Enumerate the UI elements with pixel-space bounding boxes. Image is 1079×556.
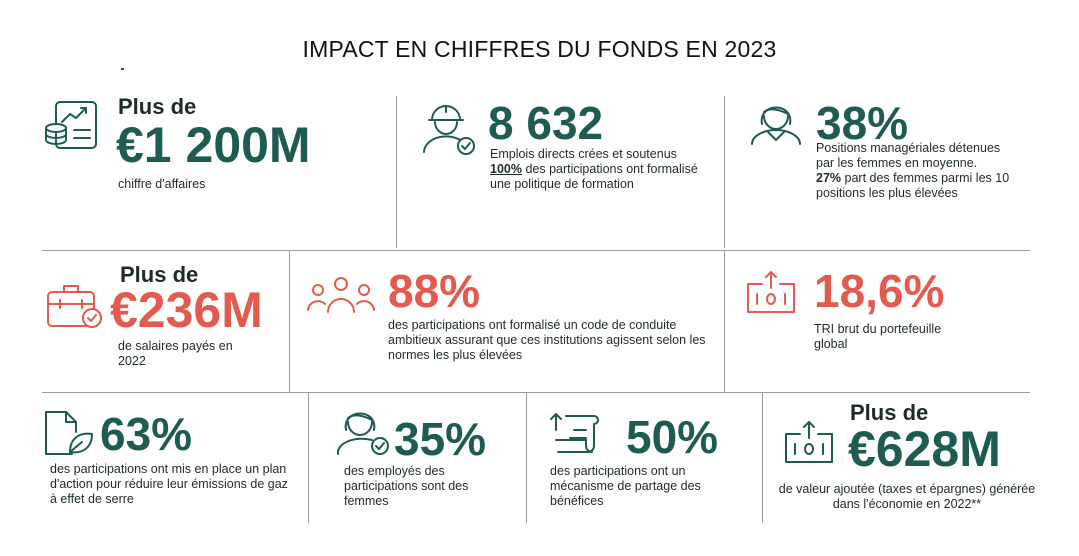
revenue-desc: chiffre d'affaires xyxy=(118,177,206,191)
profit-sharing-value: 50% xyxy=(626,411,719,463)
divider-v-4 xyxy=(724,251,725,392)
revenue-chart-icon xyxy=(45,101,97,149)
divider-h-2 xyxy=(42,392,1030,393)
salaries-prefix: Plus de xyxy=(120,262,199,287)
money-upload-icon xyxy=(747,271,795,313)
divider-h-1 xyxy=(42,250,1030,251)
worker-helmet-icon xyxy=(423,105,475,155)
divider-v-2 xyxy=(724,96,725,248)
salaries-value: €236M xyxy=(110,282,263,338)
divider-v-6 xyxy=(526,393,527,523)
divider-v-3 xyxy=(289,251,290,392)
divider-v-7 xyxy=(762,393,763,523)
jobs-desc: Emplois directs crées et soutenus 100% d… xyxy=(490,147,712,192)
document-leaf-icon xyxy=(45,411,93,455)
value-added-value: €628M xyxy=(848,421,1001,477)
woman-check-icon xyxy=(336,412,389,455)
jobs-desc-line1: Emplois directs crées et soutenus xyxy=(490,147,677,161)
profit-sharing-desc: des participations ont un mécanisme de p… xyxy=(550,464,701,508)
employees-women-value: 35% xyxy=(394,413,487,465)
women-mgmt-desc-bold: 27% xyxy=(816,171,842,185)
jobs-value: 8 632 xyxy=(488,97,604,149)
jobs-desc-line2: des participations ont formalisé une pol… xyxy=(490,162,698,191)
divider-v-5 xyxy=(308,393,309,523)
revenue-prefix: Plus de xyxy=(118,94,197,119)
value-added-desc: de valeur ajoutée (taxes et épargnes) gé… xyxy=(778,482,1036,511)
briefcase-check-icon xyxy=(47,285,102,328)
women-mgmt-desc: Positions managériales détenues par les … xyxy=(816,141,1016,201)
women-mgmt-desc-line1: Positions managériales détenues par les … xyxy=(816,141,1001,170)
people-group-icon xyxy=(307,277,375,313)
salaries-desc: de salaires payés en 2022 xyxy=(118,339,233,368)
revenue-value: €1 200M xyxy=(116,117,311,173)
money-upload-icon xyxy=(785,421,833,463)
document-arrow-icon xyxy=(550,413,599,453)
decorative-dot xyxy=(121,68,124,70)
ghg-value: 63% xyxy=(100,408,193,460)
conduct-value: 88% xyxy=(388,265,481,317)
tri-value: 18,6% xyxy=(814,265,945,317)
conduct-desc: des participations ont formalisé un code… xyxy=(388,318,706,362)
page-title: IMPACT EN CHIFFRES DU FONDS EN 2023 xyxy=(302,36,777,62)
divider-v-1 xyxy=(396,96,397,248)
value-added-prefix: Plus de xyxy=(850,400,929,425)
women-mgmt-desc-line2: part des femmes parmi les 10 positions l… xyxy=(816,171,1010,200)
women-mgmt-value: 38% xyxy=(816,97,909,149)
tri-desc: TRI brut du portefeuille global xyxy=(814,322,942,351)
jobs-desc-bold: 100% xyxy=(490,162,522,176)
woman-user-icon xyxy=(751,106,801,145)
employees-women-desc: des employés des participations sont des… xyxy=(344,464,469,508)
ghg-desc: des participations ont mis en place un p… xyxy=(50,462,288,506)
